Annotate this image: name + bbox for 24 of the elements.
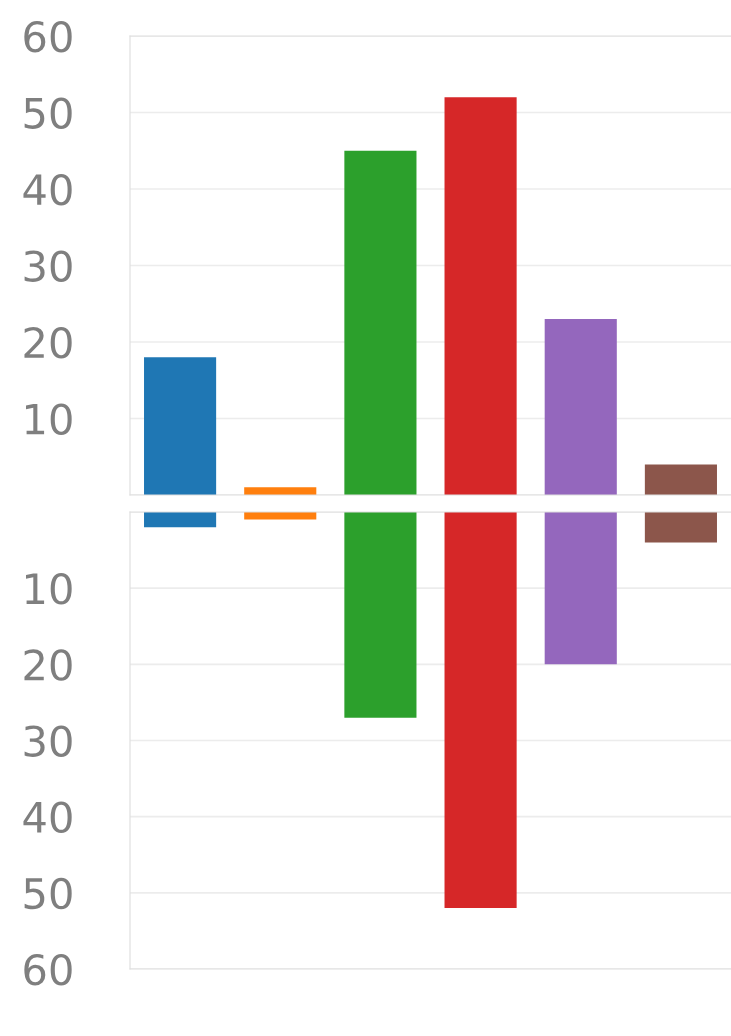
bar [244,512,317,520]
y-tick-label: 60 [24,953,72,986]
bar [144,512,217,528]
y-tick-label: 50 [24,97,72,129]
y-tick-label: 10 [26,573,72,605]
bar [344,512,417,718]
y-tick-label: 20 [24,649,72,681]
bar [144,357,217,495]
y-tick-label: 40 [23,173,72,206]
bar [244,487,317,495]
y-tick-label: 40 [23,801,72,834]
y-tick-label: 10 [26,403,72,435]
y-tick-label: 20 [24,326,72,359]
bar [444,97,517,495]
y-tick-label: 30 [24,250,72,282]
bar [644,512,717,543]
bar [344,150,417,495]
bar [644,464,717,495]
bar [444,512,517,909]
bar [544,512,617,665]
y-tick-label: 50 [24,877,72,910]
y-tick-label: 30 [24,725,72,757]
y-tick-label: 60 [24,20,72,53]
bar [544,319,617,495]
